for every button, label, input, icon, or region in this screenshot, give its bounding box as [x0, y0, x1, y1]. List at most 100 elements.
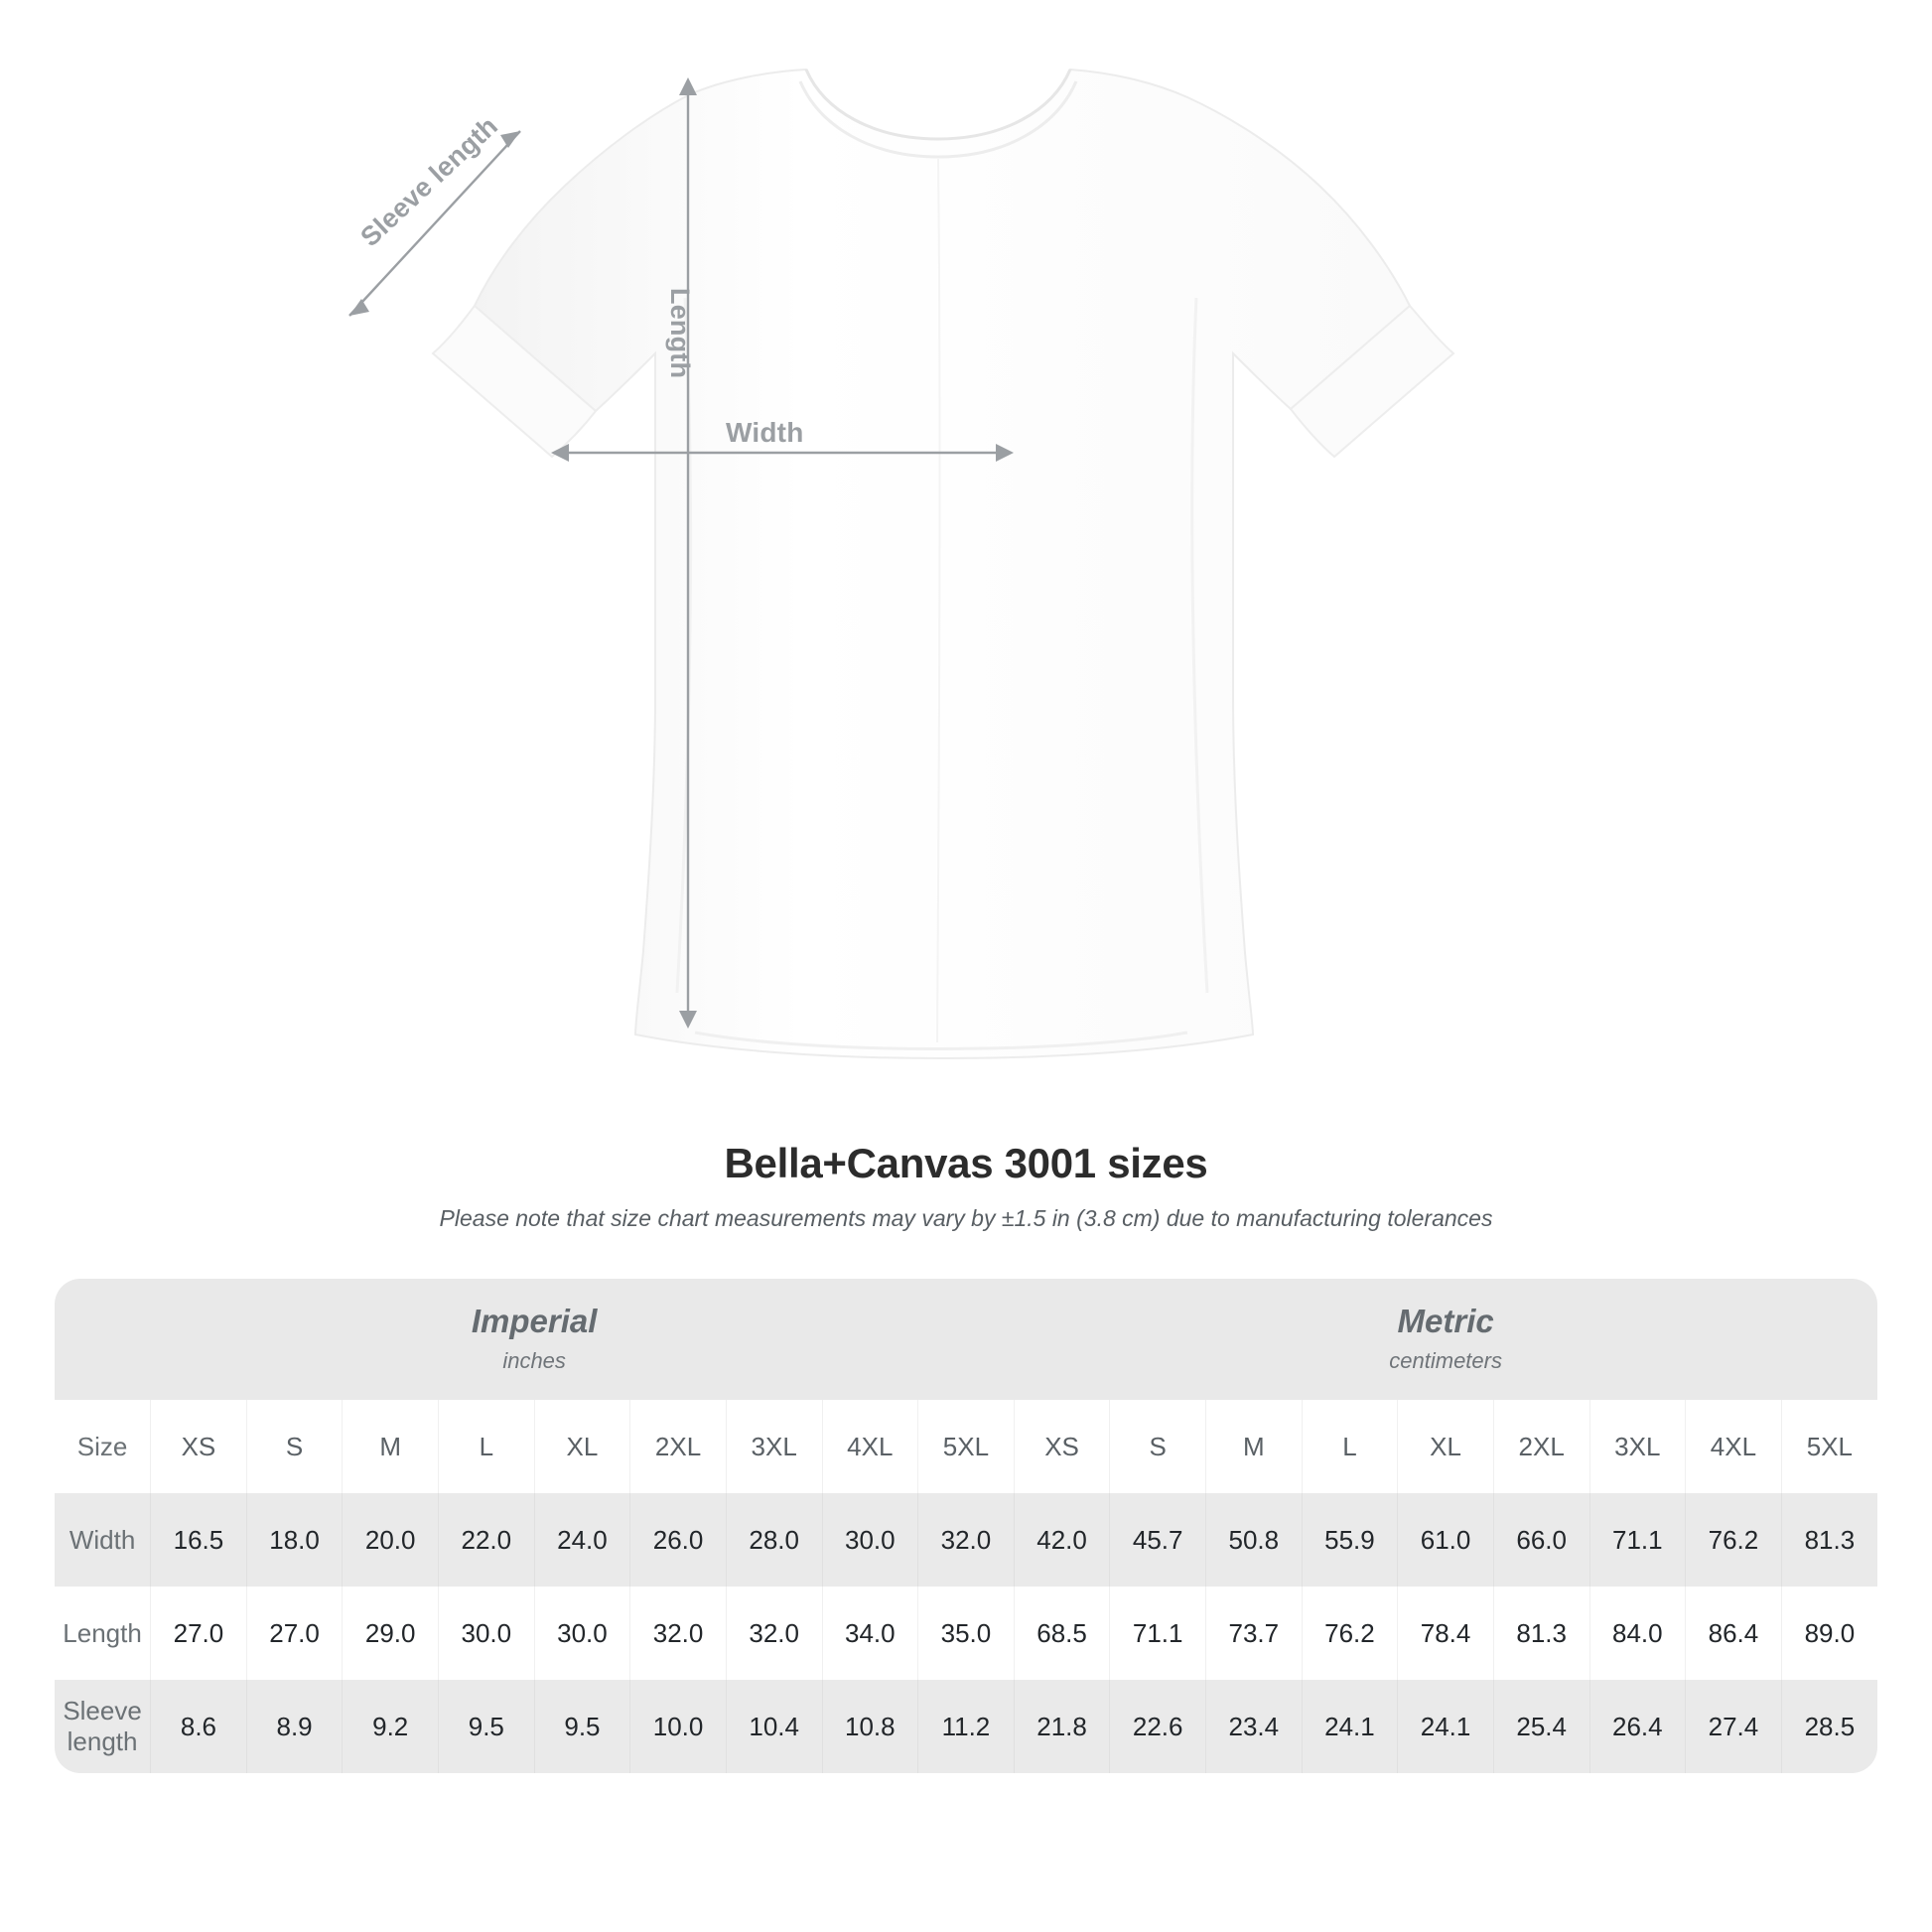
cell-sleeve-metric-xs: 21.8 — [1013, 1680, 1110, 1773]
size-col-metric-xs: XS — [1013, 1400, 1110, 1493]
cell-sleeve-imperial-3xl: 10.4 — [725, 1680, 822, 1773]
cell-width-metric-4xl: 76.2 — [1685, 1493, 1782, 1587]
cell-sleeve-imperial-4xl: 10.8 — [821, 1680, 918, 1773]
heading-block: Bella+Canvas 3001 sizes Please note that… — [0, 1140, 1932, 1232]
row-label-length: Length — [55, 1587, 151, 1680]
cell-width-metric-5xl: 81.3 — [1780, 1493, 1877, 1587]
cell-length-metric-l: 76.2 — [1301, 1587, 1398, 1680]
unit-group-metric: Metric centimeters — [1014, 1279, 1877, 1400]
tolerance-note: Please note that size chart measurements… — [439, 1205, 1493, 1231]
page-title: Bella+Canvas 3001 sizes — [724, 1140, 1208, 1186]
size-col-metric-xl: XL — [1397, 1400, 1494, 1493]
cell-length-imperial-2xl: 32.0 — [629, 1587, 727, 1680]
size-col-metric-4xl: 4XL — [1685, 1400, 1782, 1493]
cell-length-imperial-4xl: 34.0 — [821, 1587, 918, 1680]
size-col-imperial-s: S — [245, 1400, 343, 1493]
size-col-metric-3xl: 3XL — [1588, 1400, 1686, 1493]
tshirt-diagram: Sleeve length Length Width — [348, 68, 1455, 1060]
size-col-imperial-5xl: 5XL — [917, 1400, 1015, 1493]
cell-width-imperial-2xl: 26.0 — [629, 1493, 727, 1587]
unit-group-metric-name: Metric — [1397, 1303, 1494, 1339]
cell-length-imperial-xs: 27.0 — [150, 1587, 247, 1680]
table-row: Width 16.5 18.0 20.0 22.0 24.0 26.0 28.0… — [55, 1493, 1877, 1587]
cell-width-metric-2xl: 66.0 — [1492, 1493, 1589, 1587]
cell-length-imperial-5xl: 35.0 — [917, 1587, 1015, 1680]
width-arrow — [551, 444, 1014, 462]
cell-width-metric-s: 45.7 — [1109, 1493, 1206, 1587]
cell-sleeve-imperial-5xl: 11.2 — [917, 1680, 1015, 1773]
unit-group-metric-sub: centimeters — [1389, 1348, 1502, 1373]
cell-width-imperial-xs: 16.5 — [150, 1493, 247, 1587]
unit-header-row: Imperial inches Metric centimeters — [55, 1279, 1877, 1400]
unit-group-imperial-sub: inches — [502, 1348, 566, 1373]
width-label: Width — [726, 417, 804, 448]
cell-length-metric-4xl: 86.4 — [1685, 1587, 1782, 1680]
measurement-arrows — [348, 77, 1014, 1029]
cell-width-imperial-4xl: 30.0 — [821, 1493, 918, 1587]
tshirt-illustration — [348, 68, 1455, 1060]
cell-sleeve-metric-xl: 24.1 — [1397, 1680, 1494, 1773]
row-label-sleeve-length: Sleeve length — [55, 1680, 151, 1773]
cell-length-imperial-l: 30.0 — [438, 1587, 535, 1680]
size-col-imperial-4xl: 4XL — [821, 1400, 918, 1493]
cell-length-metric-5xl: 89.0 — [1780, 1587, 1877, 1680]
size-col-imperial-m: M — [342, 1400, 439, 1493]
size-header-label: Size — [55, 1400, 151, 1493]
cell-sleeve-metric-2xl: 25.4 — [1492, 1680, 1589, 1773]
cell-width-metric-l: 55.9 — [1301, 1493, 1398, 1587]
cell-length-metric-xl: 78.4 — [1397, 1587, 1494, 1680]
cell-length-metric-xs: 68.5 — [1013, 1587, 1110, 1680]
cell-sleeve-metric-l: 24.1 — [1301, 1680, 1398, 1773]
size-col-metric-m: M — [1205, 1400, 1303, 1493]
size-col-metric-s: S — [1109, 1400, 1206, 1493]
size-col-metric-2xl: 2XL — [1492, 1400, 1589, 1493]
cell-sleeve-metric-5xl: 28.5 — [1780, 1680, 1877, 1773]
size-col-imperial-xl: XL — [533, 1400, 630, 1493]
sleeve-length-arrow — [348, 130, 521, 317]
size-col-metric-5xl: 5XL — [1780, 1400, 1877, 1493]
size-table-container: Imperial inches Metric centimeters Size … — [55, 1279, 1877, 1773]
table-row: Length 27.0 27.0 29.0 30.0 30.0 32.0 32.… — [55, 1587, 1877, 1680]
cell-sleeve-metric-m: 23.4 — [1205, 1680, 1303, 1773]
cell-sleeve-metric-3xl: 26.4 — [1588, 1680, 1686, 1773]
cell-length-metric-2xl: 81.3 — [1492, 1587, 1589, 1680]
cell-width-metric-xs: 42.0 — [1013, 1493, 1110, 1587]
unit-group-imperial-name: Imperial — [471, 1303, 598, 1339]
cell-width-metric-3xl: 71.1 — [1588, 1493, 1686, 1587]
size-header-row: Size XS S M L XL 2XL 3XL 4XL 5XL XS S M … — [55, 1400, 1877, 1493]
size-col-imperial-2xl: 2XL — [629, 1400, 727, 1493]
size-col-imperial-3xl: 3XL — [725, 1400, 822, 1493]
cell-sleeve-imperial-l: 9.5 — [438, 1680, 535, 1773]
size-col-metric-l: L — [1301, 1400, 1398, 1493]
cell-sleeve-metric-4xl: 27.4 — [1685, 1680, 1782, 1773]
cell-width-metric-xl: 61.0 — [1397, 1493, 1494, 1587]
cell-width-imperial-xl: 24.0 — [533, 1493, 630, 1587]
length-label: Length — [665, 288, 695, 379]
cell-width-metric-m: 50.8 — [1205, 1493, 1303, 1587]
cell-length-metric-m: 73.7 — [1205, 1587, 1303, 1680]
cell-sleeve-imperial-xl: 9.5 — [533, 1680, 630, 1773]
cell-length-metric-3xl: 84.0 — [1588, 1587, 1686, 1680]
cell-sleeve-imperial-s: 8.9 — [245, 1680, 343, 1773]
cell-width-imperial-l: 22.0 — [438, 1493, 535, 1587]
row-label-width: Width — [55, 1493, 151, 1587]
cell-sleeve-imperial-m: 9.2 — [342, 1680, 439, 1773]
size-col-imperial-l: L — [438, 1400, 535, 1493]
cell-width-imperial-m: 20.0 — [342, 1493, 439, 1587]
unit-group-imperial: Imperial inches — [55, 1279, 1015, 1400]
cell-width-imperial-s: 18.0 — [245, 1493, 343, 1587]
size-table: Imperial inches Metric centimeters Size … — [55, 1279, 1877, 1773]
cell-length-imperial-m: 29.0 — [342, 1587, 439, 1680]
tshirt-shape — [431, 68, 1455, 1060]
cell-width-imperial-5xl: 32.0 — [917, 1493, 1015, 1587]
length-arrow — [679, 77, 697, 1029]
table-row: Sleeve length 8.6 8.9 9.2 9.5 9.5 10.0 1… — [55, 1680, 1877, 1773]
cell-length-metric-s: 71.1 — [1109, 1587, 1206, 1680]
cell-length-imperial-3xl: 32.0 — [725, 1587, 822, 1680]
cell-sleeve-imperial-xs: 8.6 — [150, 1680, 247, 1773]
cell-sleeve-imperial-2xl: 10.0 — [629, 1680, 727, 1773]
size-col-imperial-xs: XS — [150, 1400, 247, 1493]
cell-length-imperial-s: 27.0 — [245, 1587, 343, 1680]
cell-sleeve-metric-s: 22.6 — [1109, 1680, 1206, 1773]
